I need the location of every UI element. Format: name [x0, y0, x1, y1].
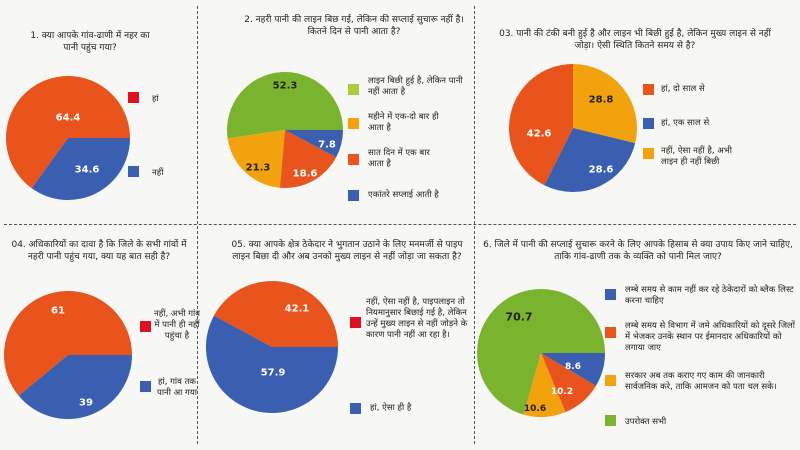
chart-2-panel: 2. नहरी पानी की लाइन बिछ गई, लेकिन की सप…: [198, 0, 474, 224]
chart-6-legend-2: लम्बे समय से विभाग में जमे अधिकारियों को…: [625, 321, 795, 353]
chart-6-slice-amber: [523, 353, 566, 418]
chart-5-legend-2: हां, ऐसा ही है: [370, 403, 412, 413]
chart-3-legend-swatch-1: [643, 84, 654, 95]
chart-3-legend-1: हां, दो साल से: [661, 84, 705, 94]
chart-6-legend-swatch-3: [605, 375, 616, 386]
chart-5-svg: [206, 281, 338, 414]
chart-4-legend-swatch-2: [140, 381, 151, 392]
chart-6-slice-blue: [541, 353, 605, 386]
chart-1-panel: 1. क्या आपके गांव-ढाणी में नहर का पानी प…: [0, 0, 197, 224]
chart-4-legend-1: नहीं, अभी गांव में पानी ही नहीं पहुंचा ह…: [154, 309, 200, 341]
divider-horizontal: [4, 224, 796, 225]
chart-4-label-blue: 39: [79, 397, 93, 409]
chart-5-legend-swatch-2: [350, 403, 361, 414]
chart-6-svg: [477, 288, 605, 418]
chart-3-label-amber: 28.8: [588, 94, 614, 106]
chart-3-title: 03. पानी की टंकी बनी हुई है और लाइन भी ब…: [499, 29, 771, 51]
chart-5-panel: 05. क्या आपके क्षेत्र ठेकेदार ने भुगतान …: [198, 225, 474, 450]
chart-2-label-green: 52.3: [272, 80, 298, 92]
chart-2-legend-3: सात दिन में एक बार आता है: [368, 148, 430, 169]
chart-2-legend-swatch-3: [348, 154, 359, 165]
chart-6-label-green: 70.7: [505, 310, 533, 324]
chart-5-label-blue: 57.9: [260, 367, 286, 379]
chart-6-legend-4: उपरोक्त सभी: [625, 417, 667, 427]
chart-5-label-orange: 42.1: [284, 303, 310, 315]
chart-2-slice-blue: [285, 130, 343, 158]
chart-4-slice-orange: [3, 291, 132, 396]
chart-3-slice-amber: [573, 64, 637, 144]
chart-1-legend-swatch-no: [128, 166, 139, 177]
chart-6-slice-orange: [541, 353, 596, 413]
chart-4-label-orange: 61: [51, 305, 65, 317]
chart-1-label-blue: 34.6: [74, 164, 100, 176]
chart-5-slice-blue: [206, 315, 338, 414]
chart-1-title: 1. क्या आपके गांव-ढाणी में नहर का पानी प…: [30, 31, 150, 53]
divider-vertical-1: [197, 6, 198, 444]
chart-3-legend-2: हां, एक साल से: [661, 118, 710, 128]
chart-1-legend-swatch-yes: [128, 92, 139, 103]
chart-6-slice-green: [477, 288, 605, 415]
chart-2-legend-swatch-1: [348, 84, 359, 95]
chart-3-label-blue: 28.6: [588, 164, 614, 176]
chart-6-legend-1: लम्बे समय से काम नहीं कर रहे ठेकेदारों क…: [625, 285, 794, 306]
chart-5-legend-1: नहीं, ऐसा नहीं है, पाइपलाइन तो नियमानुसा…: [366, 297, 468, 340]
chart-4-slice-blue: [18, 355, 132, 420]
chart-2-legend-swatch-2: [348, 118, 359, 129]
chart-3-legend-3: नहीं, ऐसा नहीं है, अभी लाइन ही नहीं बिछी: [661, 146, 732, 167]
chart-1-legend-no: नहीं: [152, 168, 164, 178]
chart-2-slice-green: [227, 72, 343, 139]
chart-5-title: 05. क्या आपके क्षेत्र ठेकेदार ने भुगतान …: [231, 240, 463, 262]
chart-5-legend-swatch-1: [350, 317, 361, 328]
chart-6-panel: 6. जिले में पानी की सप्लाई सुचारू करने क…: [475, 225, 800, 450]
chart-2-title: 2. नहरी पानी की लाइन बिछ गई, लेकिन की सप…: [244, 15, 464, 37]
chart-2-slice-orange: [279, 130, 337, 189]
chart-6-legend-swatch-2: [605, 327, 616, 338]
chart-4-panel: 04. अधिकारियों का दावा है कि जिले के सभी…: [0, 225, 200, 450]
chart-1-slice-blue: [31, 138, 130, 200]
chart-4-title: 04. अधिकारियों का दावा है कि जिले के सभी…: [11, 240, 187, 262]
chart-3-legend-swatch-2: [643, 118, 654, 129]
chart-2-legend-swatch-4: [348, 190, 359, 201]
chart-2-label-blue: 7.8: [318, 139, 336, 151]
chart-3-legend-swatch-3: [643, 148, 654, 159]
chart-3-slice-blue: [544, 128, 636, 193]
chart-1-label-orange: 64.4: [55, 112, 81, 124]
chart-2-label-orange: 18.6: [292, 168, 318, 180]
chart-2-legend-1: लाइन बिछी हुई है, लेकिन पानी नहीं आता है: [368, 76, 463, 97]
chart-4-svg: [3, 291, 132, 420]
chart-3-label-orange: 42.6: [526, 128, 552, 140]
chart-3-svg: [508, 64, 637, 193]
chart-5-slice-orange: [213, 281, 338, 347]
chart-6-legend-3: सरकार अब तक कराए गए काम की जानकारी सार्व…: [625, 371, 777, 392]
divider-vertical-2: [474, 6, 475, 444]
chart-2-legend-4: एकांतरे सप्लाई आती है: [368, 190, 439, 200]
chart-1-svg: [5, 75, 131, 200]
chart-2-label-amber: 21.3: [245, 162, 271, 174]
chart-2-svg: [227, 72, 343, 189]
chart-4-legend-2: हां, गांव तक पानी आ गया: [157, 377, 197, 398]
chart-3-panel: 03. पानी की टंकी बनी हुई है और लाइन भी ब…: [475, 0, 800, 224]
chart-6-title: 6. जिले में पानी की सप्लाई सुचारू करने क…: [483, 240, 793, 262]
chart-1-slice-orange: [5, 75, 131, 189]
chart-4-legend-swatch-1: [140, 321, 151, 332]
chart-1-legend-yes: हां: [152, 94, 159, 104]
chart-3-slice-orange: [508, 64, 573, 186]
chart-2-slice-amber: [227, 130, 285, 188]
chart-6-label-blue: 8.6: [565, 362, 581, 372]
chart-6-label-orange: 10.2: [550, 387, 574, 397]
chart-6-legend-swatch-4: [605, 415, 616, 426]
chart-6-label-amber: 10.6: [523, 404, 547, 414]
chart-2-legend-2: महीने में एक-दो बार ही आता है: [368, 112, 439, 133]
chart-6-legend-swatch-1: [605, 289, 616, 300]
